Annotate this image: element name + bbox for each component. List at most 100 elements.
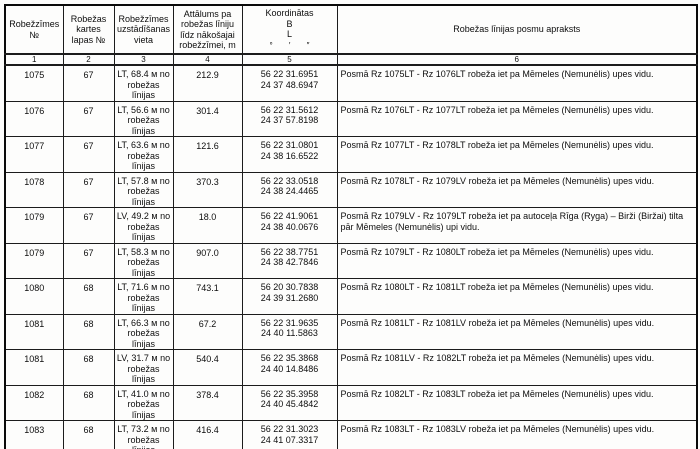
coordinates-cell: 56 22 31.6951 24 37 48.6947 bbox=[241, 64, 338, 102]
marker-number-cell: 1083 bbox=[4, 420, 64, 449]
coordinate-l: 24 40 45.4842 bbox=[260, 399, 319, 409]
distance-cell: 416.4 bbox=[172, 420, 243, 449]
description-cell: Posmā Rz 1080LT - Rz 1081LT robeža iet p… bbox=[336, 278, 698, 315]
coordinate-b: 56 22 31.5612 bbox=[260, 104, 319, 115]
placement-cell: LT, 66.3 м no robežas līnijas bbox=[113, 313, 174, 350]
table-row: 1078 67 LT, 57.8 м no robežas līnijas 37… bbox=[4, 171, 698, 208]
distance-cell: 743.1 bbox=[172, 278, 243, 315]
description-cell: Posmā Rz 1075LT - Rz 1076LT robeža iet p… bbox=[336, 64, 698, 102]
placement-cell: LT, 63.6 м no robežas līnijas bbox=[113, 136, 174, 173]
distance-cell: 907.0 bbox=[172, 242, 243, 279]
description-cell: Posmā Rz 1078LT - Rz 1079LV robeža iet p… bbox=[336, 171, 698, 208]
distance-cell: 121.6 bbox=[172, 136, 243, 173]
map-sheet-cell: 67 bbox=[62, 64, 115, 102]
table-row: 1075 67 LT, 68.4 м no robežas līnijas 21… bbox=[4, 64, 698, 102]
coordinate-b: 56 22 31.3023 bbox=[260, 424, 319, 434]
distance-cell: 67.2 bbox=[172, 313, 243, 350]
placement-cell: LT, 41.0 м no robežas līnijas bbox=[113, 384, 174, 421]
coordinates-cell: 56 22 35.3868 24 40 14.8486 bbox=[241, 349, 338, 386]
placement-cell: LV, 49.2 м no robežas līnijas bbox=[113, 207, 174, 244]
coordinates-cell: 56 22 35.3958 24 40 45.4842 bbox=[241, 384, 338, 421]
distance-cell: 212.9 bbox=[172, 64, 243, 102]
coordinates-units-label: ° ′ ″ bbox=[269, 40, 317, 50]
header-map-sheet: Robežas kartes lapas № bbox=[62, 4, 115, 55]
coordinate-l: 24 37 48.6947 bbox=[260, 79, 319, 90]
distance-cell: 18.0 bbox=[172, 207, 243, 244]
coordinate-b: 56 22 31.6951 bbox=[260, 69, 319, 79]
description-cell: Posmā Rz 1081LT - Rz 1081LV robeža iet p… bbox=[336, 313, 698, 350]
table-row: 1081 68 LT, 66.3 м no robežas līnijas 67… bbox=[4, 313, 698, 350]
coordinates-cell: 56 22 31.0801 24 38 16.6522 bbox=[241, 136, 338, 173]
table-row: 1076 67 LT, 56.6 м no robežas līnijas 30… bbox=[4, 100, 698, 137]
coordinate-l: 24 40 11.5863 bbox=[261, 328, 318, 338]
coordinate-b: 56 20 30.7838 bbox=[260, 282, 319, 292]
placement-cell: LT, 58.3 м no robežas līnijas bbox=[113, 242, 174, 279]
map-sheet-cell: 67 bbox=[62, 136, 115, 173]
distance-cell: 378.4 bbox=[172, 384, 243, 421]
coordinates-l-label: L bbox=[286, 29, 292, 39]
map-sheet-cell: 67 bbox=[62, 242, 115, 279]
header-placement: Robežzīmes uzstādīšanas vieta bbox=[113, 4, 174, 55]
coordinates-cell: 56 22 33.0518 24 38 24.4465 bbox=[241, 171, 338, 208]
coordinate-l: 24 38 42.7846 bbox=[260, 257, 319, 267]
marker-number-cell: 1079 bbox=[4, 242, 64, 279]
map-sheet-cell: 67 bbox=[62, 100, 115, 137]
map-sheet-cell: 68 bbox=[62, 384, 115, 421]
map-sheet-cell: 67 bbox=[62, 207, 115, 244]
coordinates-cell: 56 22 31.5612 24 37 57.8198 bbox=[241, 100, 338, 137]
coordinate-b: 56 22 31.0801 bbox=[260, 140, 319, 150]
marker-number-cell: 1081 bbox=[4, 349, 64, 386]
coordinates-cell: 56 22 31.3023 24 41 07.3317 bbox=[241, 420, 338, 449]
marker-number-cell: 1080 bbox=[4, 278, 64, 315]
coordinate-l: 24 40 14.8486 bbox=[260, 363, 319, 374]
marker-number-cell: 1079 bbox=[4, 207, 64, 244]
table-row: 1083 68 LT, 73.2 м no robežas līnijas 41… bbox=[4, 420, 698, 449]
marker-number-cell: 1076 bbox=[4, 100, 64, 137]
table-row: 1079 67 LV, 49.2 м no robežas līnijas 18… bbox=[4, 207, 698, 244]
table-row: 1079 67 LT, 58.3 м no robežas līnijas 90… bbox=[4, 242, 698, 279]
distance-cell: 540.4 bbox=[172, 349, 243, 386]
table-row: 1082 68 LT, 41.0 м no robežas līnijas 37… bbox=[4, 384, 698, 421]
coordinate-l: 24 38 16.6522 bbox=[260, 150, 319, 161]
header-row: Robežzīmes № Robežas kartes lapas № Robe… bbox=[4, 4, 698, 55]
coordinates-b-label: B bbox=[286, 18, 293, 29]
marker-number-cell: 1075 bbox=[4, 64, 64, 102]
column-number: 3 bbox=[113, 53, 174, 66]
marker-number-cell: 1081 bbox=[4, 313, 64, 350]
coordinate-b: 56 22 31.9635 bbox=[260, 317, 319, 328]
description-cell: Posmā Rz 1083LT - Rz 1083LV robeža iet p… bbox=[336, 420, 698, 449]
placement-cell: LT, 56.6 м no robežas līnijas bbox=[113, 100, 174, 137]
map-sheet-cell: 67 bbox=[62, 171, 115, 208]
map-sheet-cell: 68 bbox=[62, 420, 115, 449]
map-sheet-cell: 68 bbox=[62, 349, 115, 386]
placement-cell: LT, 68.4 м no robežas līnijas bbox=[113, 64, 174, 102]
border-markers-table: Robežzīmes № Robežas kartes lapas № Robe… bbox=[4, 4, 698, 449]
coordinate-l: 24 38 40.0676 bbox=[260, 221, 319, 232]
distance-cell: 370.3 bbox=[172, 171, 243, 208]
coordinate-b: 56 22 41.9061 bbox=[260, 211, 319, 221]
coordinates-cell: 56 22 38.7751 24 38 42.7846 bbox=[241, 242, 338, 279]
column-number: 4 bbox=[172, 53, 243, 66]
map-sheet-cell: 68 bbox=[62, 278, 115, 315]
table-row: 1080 68 LT, 71.6 м no robežas līnijas 74… bbox=[4, 278, 698, 315]
placement-cell: LT, 71.6 м no robežas līnijas bbox=[113, 278, 174, 315]
column-number: 2 bbox=[62, 53, 115, 66]
placement-cell: LT, 57.8 м no robežas līnijas bbox=[113, 171, 174, 208]
coordinates-cell: 56 22 41.9061 24 38 40.0676 bbox=[241, 207, 338, 244]
coordinate-l: 24 38 24.4465 bbox=[260, 186, 319, 196]
header-coordinates: Koordinātas B L ° ′ ″ bbox=[241, 4, 338, 55]
marker-number-cell: 1077 bbox=[4, 136, 64, 173]
column-number-row: 1 2 3 4 5 6 bbox=[4, 53, 698, 66]
coordinate-b: 56 22 35.3958 bbox=[260, 388, 319, 399]
coordinates-cell: 56 22 31.9635 24 40 11.5863 bbox=[241, 313, 338, 350]
marker-number-cell: 1078 bbox=[4, 171, 64, 208]
column-number: 5 bbox=[241, 53, 338, 66]
placement-cell: LT, 73.2 м no robežas līnijas bbox=[113, 420, 174, 449]
map-sheet-cell: 68 bbox=[62, 313, 115, 350]
description-cell: Posmā Rz 1079LV - Rz 1079LT robeža iet p… bbox=[336, 207, 698, 244]
coordinate-l: 24 41 07.3317 bbox=[260, 434, 319, 445]
coordinate-b: 56 22 38.7751 bbox=[260, 246, 319, 257]
header-distance: Attālums pa robežas līniju līdz nākošaja… bbox=[172, 4, 243, 55]
header-marker-number: Robežzīmes № bbox=[4, 4, 64, 55]
